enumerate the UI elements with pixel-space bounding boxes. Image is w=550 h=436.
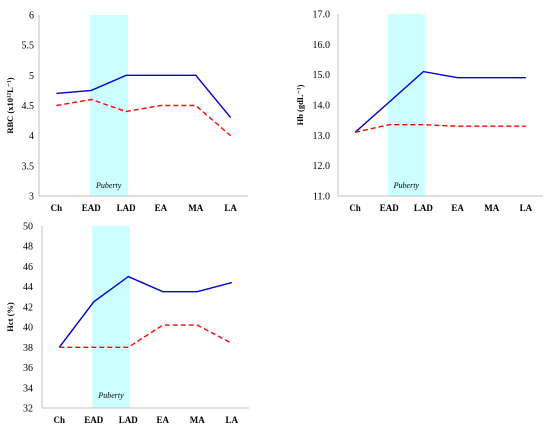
hb-puberty-label: Puberty xyxy=(393,181,420,190)
hb-y-tick-label: 15.0 xyxy=(313,70,331,81)
hct-y-tick-label: 44 xyxy=(23,282,33,293)
rbc-y-tick-label: 5 xyxy=(29,71,34,82)
hct-y-tick-label: 36 xyxy=(23,363,33,374)
hct-x-tick-label: EAD xyxy=(84,415,104,425)
hct-y-tick-label: 50 xyxy=(23,222,33,233)
hb-y-tick-label: 16.0 xyxy=(313,40,331,51)
hb-y-tick-label: 11.0 xyxy=(313,192,330,203)
rbc-solid-series-line xyxy=(56,74,232,119)
hb-y-tick-label: 13.0 xyxy=(313,131,331,142)
rbc-y-tick-label: 4.5 xyxy=(22,101,35,112)
hb-solid-series-line xyxy=(354,70,526,133)
hb-y-axis-label: Hb (gdL⁻¹) xyxy=(295,84,305,125)
hb-dashed-series-line xyxy=(354,123,526,133)
hb-x-tick-label: Ch xyxy=(349,203,361,213)
rbc-x-tick-label: MA xyxy=(188,203,203,213)
rbc-y-tick-label: 5.5 xyxy=(22,41,35,52)
hct-x-tick-label: Ch xyxy=(53,415,65,425)
hb-chart-panel: Puberty 11.0 12.0 13.0 14.0 15.0 16.0 17.0 Ch EAD… xyxy=(295,10,543,213)
hct-y-tick-label: 46 xyxy=(23,262,33,273)
rbc-x-tick-label: LAD xyxy=(117,203,137,213)
hct-puberty-label: Puberty xyxy=(97,391,124,400)
hb-x-tick-label: EA xyxy=(451,203,464,213)
rbc-x-tick-label: LA xyxy=(224,203,237,213)
hct-y-axis-label: Hct (%) xyxy=(5,302,15,332)
rbc-chart-panel: Puberty 3 3.5 4 4.5 5 5.5 6 Ch EAD LAD EA MA LA RBC (x… xyxy=(5,11,248,213)
rbc-dashed-series-line xyxy=(56,98,232,137)
hct-puberty-band xyxy=(92,226,130,408)
hct-x-tick-label: LA xyxy=(225,415,238,425)
rbc-puberty-label: Puberty xyxy=(95,181,122,190)
hct-y-tick-label: 42 xyxy=(23,302,33,313)
rbc-puberty-band xyxy=(89,15,128,196)
hb-y-tick-label: 12.0 xyxy=(313,161,331,172)
hb-y-tick-label: 17.0 xyxy=(313,10,331,21)
rbc-y-tick-label: 4 xyxy=(29,131,34,142)
hct-y-tick-label: 40 xyxy=(23,323,33,334)
rbc-y-tick-label: 3 xyxy=(29,192,34,203)
hct-chart-panel: Puberty 32 34 36 38 40 42 44 46 48 50 Ch EAD LAD EA MA L… xyxy=(5,222,249,425)
rbc-y-axis-label: RBC (x10¹²L⁻¹) xyxy=(5,77,15,133)
hb-x-tick-label: MA xyxy=(484,203,499,213)
hct-x-tick-label: LAD xyxy=(119,415,139,425)
rbc-x-tick-label: EA xyxy=(155,203,168,213)
rbc-y-tick-label: 3.5 xyxy=(22,161,35,172)
hb-puberty-band xyxy=(387,14,426,196)
hct-y-tick-label: 34 xyxy=(23,383,33,394)
hb-x-tick-label: LA xyxy=(520,203,533,213)
hb-x-tick-label: LAD xyxy=(414,203,434,213)
hct-x-tick-label: MA xyxy=(190,415,205,425)
hct-solid-series-line xyxy=(58,275,232,348)
rbc-y-tick-label: 6 xyxy=(29,11,34,22)
hct-y-tick-label: 32 xyxy=(23,404,33,415)
hb-y-tick-label: 14.0 xyxy=(313,101,331,112)
rbc-x-tick-label: EAD xyxy=(82,203,102,213)
hct-y-tick-label: 48 xyxy=(23,242,33,253)
hct-x-tick-label: EA xyxy=(156,415,169,425)
hct-y-tick-label: 38 xyxy=(23,343,33,354)
rbc-x-tick-label: Ch xyxy=(51,203,63,213)
hct-dashed-series-line xyxy=(59,324,233,348)
hb-x-tick-label: EAD xyxy=(380,203,400,213)
